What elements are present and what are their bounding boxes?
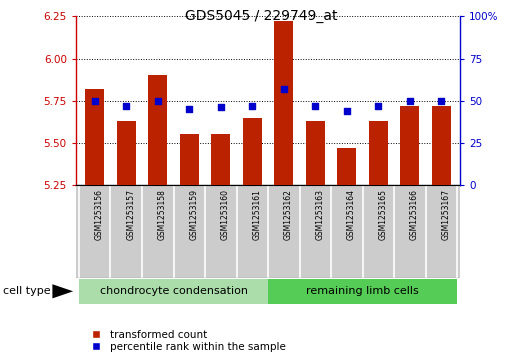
Text: GSM1253160: GSM1253160 bbox=[221, 189, 230, 240]
Point bbox=[217, 105, 225, 110]
Text: cell type: cell type bbox=[3, 286, 50, 296]
Point bbox=[311, 103, 320, 109]
Point bbox=[185, 106, 194, 112]
Text: chondrocyte condensation: chondrocyte condensation bbox=[99, 286, 247, 296]
Bar bbox=[180, 135, 199, 185]
Point bbox=[406, 98, 414, 103]
Text: remaining limb cells: remaining limb cells bbox=[306, 286, 419, 296]
Bar bbox=[268, 279, 457, 303]
Bar bbox=[306, 121, 325, 185]
Bar bbox=[117, 121, 135, 185]
Text: GSM1253166: GSM1253166 bbox=[410, 189, 419, 240]
Text: GSM1253156: GSM1253156 bbox=[95, 189, 104, 240]
Bar bbox=[85, 89, 104, 185]
Bar bbox=[432, 106, 451, 185]
Text: GSM1253163: GSM1253163 bbox=[315, 189, 324, 240]
Text: GSM1253167: GSM1253167 bbox=[441, 189, 450, 240]
Text: GSM1253157: GSM1253157 bbox=[126, 189, 135, 240]
Bar bbox=[401, 106, 419, 185]
Point bbox=[154, 98, 162, 103]
Legend: transformed count, percentile rank within the sample: transformed count, percentile rank withi… bbox=[81, 326, 290, 356]
Polygon shape bbox=[52, 284, 73, 298]
Point bbox=[248, 103, 256, 109]
Bar bbox=[337, 148, 356, 185]
Text: GSM1253158: GSM1253158 bbox=[158, 189, 167, 240]
Point bbox=[343, 108, 351, 114]
Point bbox=[122, 103, 130, 109]
Bar bbox=[243, 118, 262, 185]
Point bbox=[280, 86, 288, 92]
Bar bbox=[79, 279, 268, 303]
Point bbox=[437, 98, 446, 103]
Text: GSM1253164: GSM1253164 bbox=[347, 189, 356, 240]
Text: GSM1253162: GSM1253162 bbox=[284, 189, 293, 240]
Text: GSM1253161: GSM1253161 bbox=[252, 189, 262, 240]
Text: GSM1253165: GSM1253165 bbox=[378, 189, 388, 240]
Point bbox=[90, 98, 99, 103]
Point bbox=[374, 103, 382, 109]
Bar bbox=[369, 121, 388, 185]
Text: GSM1253159: GSM1253159 bbox=[189, 189, 198, 240]
Bar bbox=[275, 21, 293, 185]
Bar bbox=[211, 135, 230, 185]
Bar bbox=[149, 76, 167, 185]
Text: GDS5045 / 229749_at: GDS5045 / 229749_at bbox=[185, 9, 338, 23]
